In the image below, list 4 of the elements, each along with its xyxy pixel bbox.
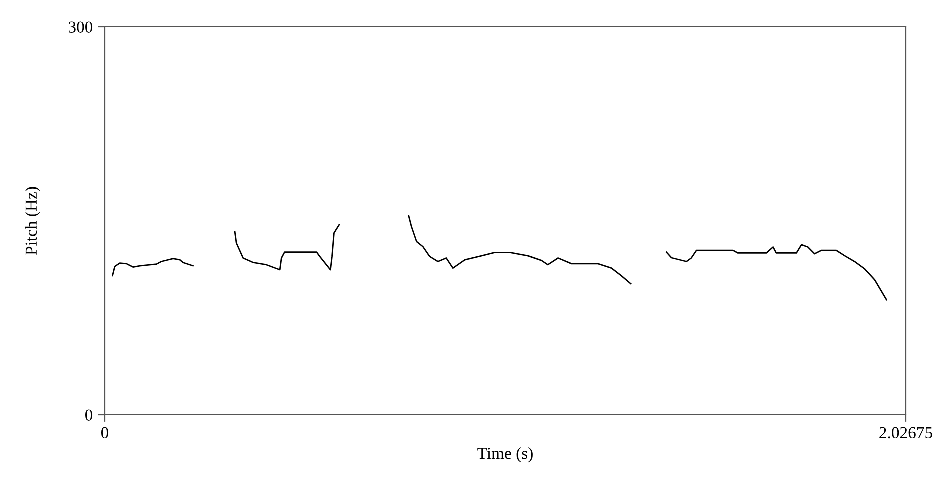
y-axis-title: Pitch (Hz) [25, 187, 40, 255]
x-tick-label: 2.02675 [880, 427, 932, 439]
x-axis-title: Time (s) [478, 447, 533, 463]
y-tick-label: 300 [68, 22, 93, 33]
